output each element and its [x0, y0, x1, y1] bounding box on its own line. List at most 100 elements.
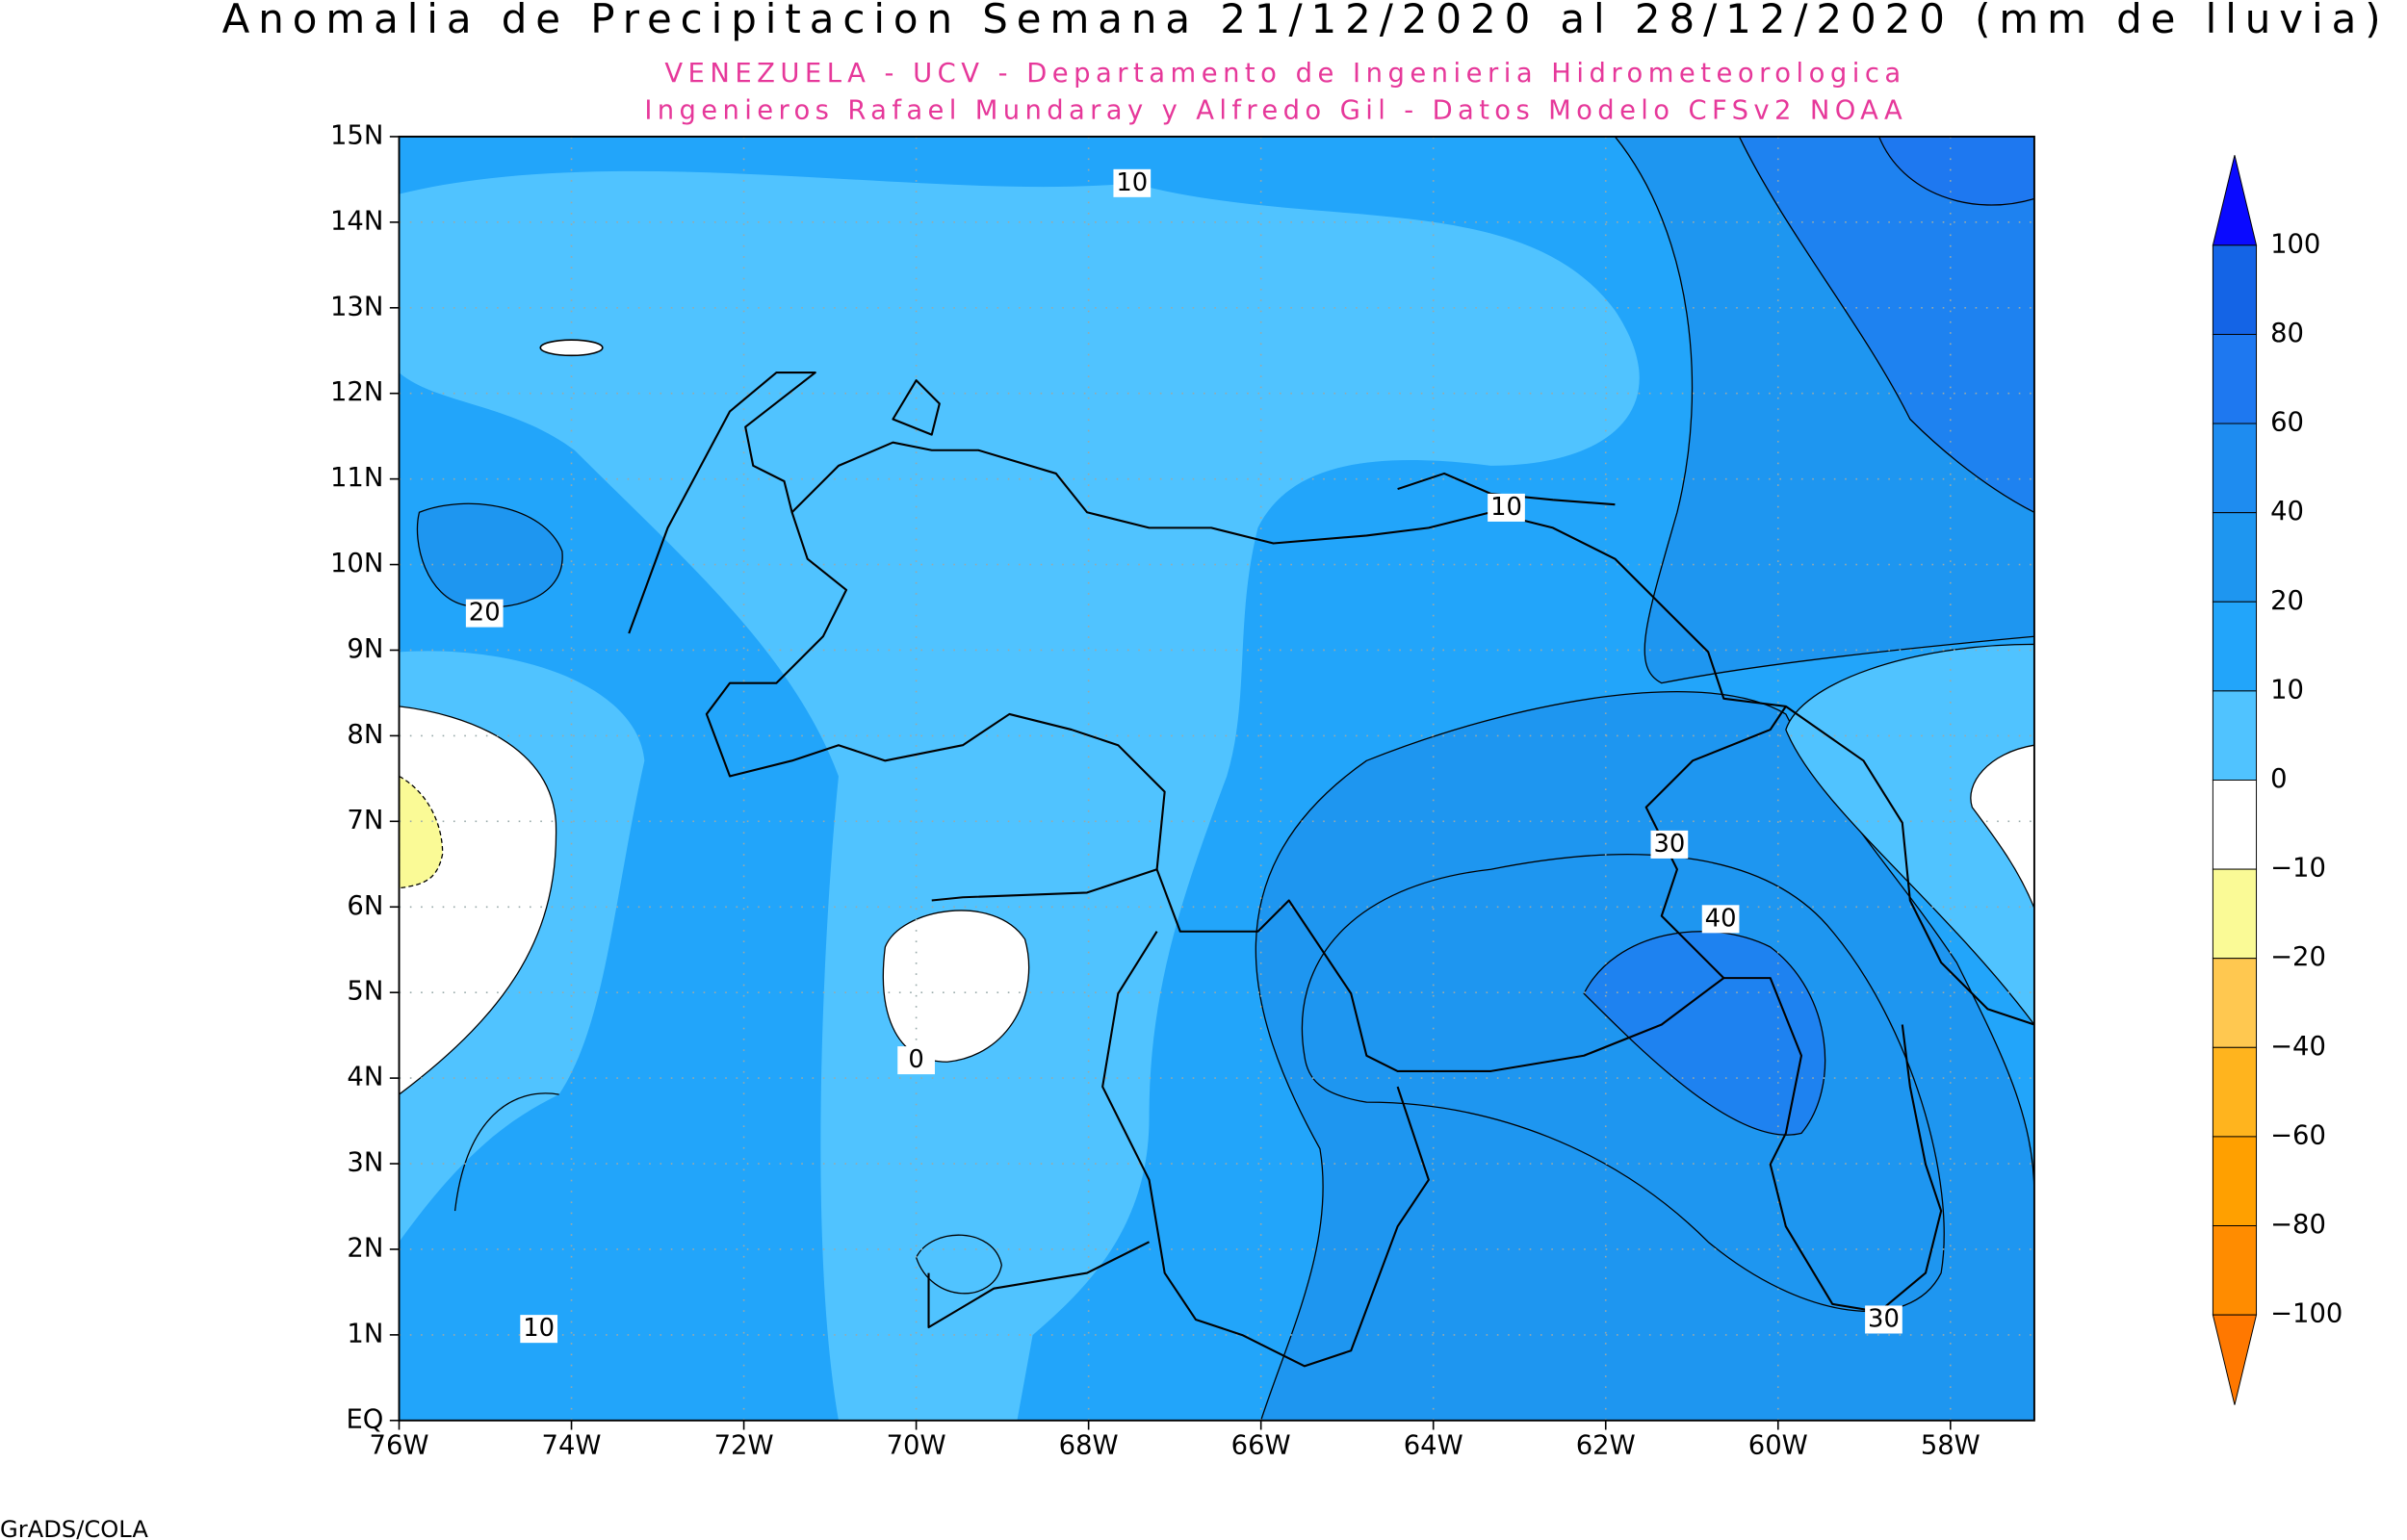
contour [1301, 854, 1945, 1312]
island [892, 379, 941, 436]
colorbar-triangle [2212, 155, 2258, 246]
colorbar-label: −20 [2270, 942, 2326, 972]
colorbar-box [2212, 244, 2258, 335]
field [399, 170, 1640, 1421]
colorbar-box [2212, 868, 2258, 960]
field [416, 502, 563, 608]
colorbar-label: 10 [2270, 675, 2304, 705]
contour [915, 1234, 1002, 1295]
lat-tick-label: 14N [330, 206, 383, 236]
island [1397, 472, 1616, 506]
lat-tick-label: 9N [347, 634, 383, 664]
lon-tick-label: 76W [370, 1431, 429, 1461]
lat-tick-label: 4N [347, 1063, 383, 1092]
colorbar-label: −40 [2270, 1032, 2326, 1062]
lat-tick-label: 3N [347, 1148, 383, 1178]
colorbar-box [2212, 779, 2258, 870]
contour-label-bg [1701, 905, 1740, 934]
coastline [628, 372, 2035, 1026]
subtitle: VENEZUELA - UCV - Departamento de Ingeni… [664, 59, 1901, 89]
contour-label-bg [520, 1315, 558, 1344]
field [1738, 136, 2034, 513]
axes: EQ 1N 2N 3N 4N 5N 6N 7N 8N 9N 10N 11N 12N 13N 14N 15N 76… [330, 120, 1980, 1460]
lon-tick-label: 70W [887, 1431, 946, 1461]
contour-label-bg [1865, 1305, 1902, 1334]
colorbar-label: −80 [2270, 1210, 2326, 1240]
lon-tick-label: 66W [1231, 1431, 1291, 1461]
map-frame [398, 135, 2035, 1422]
lon-tick-label: 60W [1748, 1431, 1808, 1461]
colorbar-box [2212, 1136, 2258, 1227]
lat-tick-label: 2N [347, 1233, 383, 1263]
contour [453, 1092, 559, 1212]
contour-label: 20 [469, 599, 501, 628]
lat-tick-label: 10N [330, 549, 383, 578]
island [539, 339, 604, 357]
lon-tick-label: 64W [1404, 1431, 1463, 1461]
lon-tick-label: 58W [1921, 1431, 1980, 1461]
contour-label: 0 [908, 1045, 923, 1074]
colorbar-label: −10 [2270, 854, 2326, 884]
contour-label: 10 [1490, 493, 1522, 522]
border [927, 1241, 1151, 1329]
field [1255, 691, 2034, 1421]
contour-label: 30 [1653, 830, 1685, 859]
lat-tick-label: 8N [347, 720, 383, 750]
lon-tick-label: 74W [542, 1431, 602, 1461]
colorbar-label: 60 [2270, 408, 2304, 438]
field [1877, 136, 2034, 206]
colorbar-box [2212, 423, 2258, 514]
field [882, 910, 1030, 1063]
lat-tick-label: 15N [330, 120, 383, 150]
border [1644, 706, 1943, 1313]
colorbar-box [2212, 1225, 2258, 1316]
contour-label-bg [1113, 168, 1152, 197]
contour-label-bg [897, 1046, 935, 1075]
border [1101, 931, 1430, 1368]
colorbar-box [2212, 1046, 2258, 1138]
colorbar-box [2212, 690, 2258, 781]
map-fields [399, 136, 2034, 1421]
field [1583, 931, 1826, 1136]
contour-label: 10 [1116, 168, 1148, 197]
colorbar-box [2212, 601, 2258, 692]
title: Anomalia de Precipitacion Semana 21/12/2… [222, 0, 2381, 42]
contour-label: 40 [1705, 904, 1737, 933]
coastlines [539, 339, 2035, 1368]
colorbar-box [2212, 333, 2258, 424]
field [399, 775, 444, 889]
lat-tick-label: 1N [347, 1319, 383, 1348]
colorbar-label: 20 [2270, 586, 2304, 616]
field [399, 706, 557, 1095]
field [1785, 643, 2034, 1026]
contour-label: 10 [523, 1314, 555, 1343]
footer: GrADS/COLA [0, 1516, 148, 1540]
contour-label-bg [1488, 493, 1525, 522]
border [705, 511, 1724, 1072]
colorbar-label: 40 [2270, 497, 2304, 526]
lat-tick-label: EQ [346, 1404, 383, 1434]
field [1970, 744, 2034, 909]
lon-tick-label: 68W [1059, 1431, 1119, 1461]
colorbar-box [2212, 512, 2258, 603]
colorbar-label: 80 [2270, 319, 2304, 348]
contour-label-bg [465, 599, 504, 628]
lat-tick-label: 5N [347, 977, 383, 1007]
colorbar-label: −100 [2270, 1299, 2342, 1329]
contour-label: 30 [1868, 1304, 1900, 1333]
colorbar-label: −60 [2270, 1120, 2326, 1150]
border [931, 868, 1157, 902]
colorbar-label: 100 [2270, 229, 2320, 259]
subtitle: Ingenieros Rafael Mundaray y Alfredo Gil… [644, 96, 1902, 126]
colorbar-triangle [2212, 1314, 2258, 1405]
contour-label-bg [1650, 830, 1689, 859]
colorbar-label: 0 [2270, 764, 2287, 794]
lat-tick-label: 13N [330, 292, 383, 321]
lat-tick-label: 7N [347, 806, 383, 835]
colorbar-box [2212, 958, 2258, 1048]
lon-tick-label: 62W [1576, 1431, 1636, 1461]
lon-tick-label: 72W [714, 1431, 774, 1461]
